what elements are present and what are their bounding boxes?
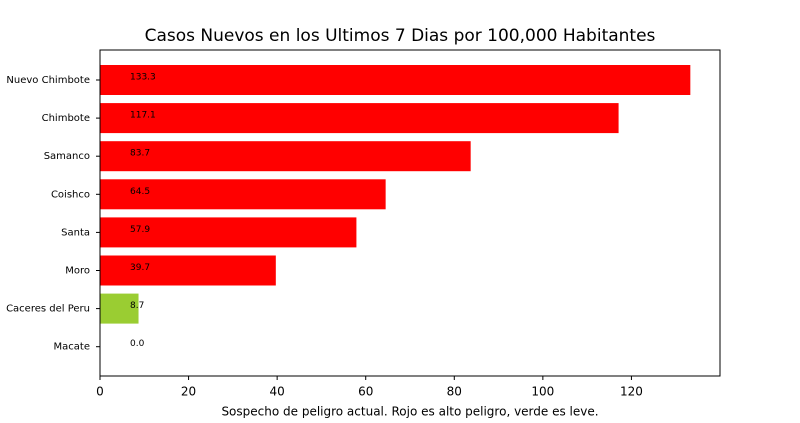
x-tick-label: 120 xyxy=(620,385,643,399)
value-label: 39.7 xyxy=(130,263,150,273)
y-tick-label: Caceres del Peru xyxy=(6,304,90,315)
value-label: 83.7 xyxy=(130,149,150,159)
x-tick-label: 0 xyxy=(96,385,104,399)
x-tick-label: 80 xyxy=(447,385,462,399)
value-label: 117.1 xyxy=(130,111,156,121)
bar xyxy=(100,293,139,324)
bar xyxy=(100,103,619,134)
y-tick-label: Coishco xyxy=(51,189,90,200)
y-tick-label: Nuevo Chimbote xyxy=(6,75,90,86)
bar xyxy=(100,65,691,95)
bar xyxy=(100,141,471,172)
value-label: 8.7 xyxy=(130,301,144,311)
y-tick-label: Macate xyxy=(54,342,90,353)
y-tick-label: Moro xyxy=(65,266,90,277)
bar xyxy=(100,217,357,248)
value-label: 64.5 xyxy=(130,187,150,197)
x-tick-label: 60 xyxy=(358,385,373,399)
value-label: 57.9 xyxy=(130,225,150,235)
x-axis-label: Sospecho de peligro actual. Rojo es alto… xyxy=(221,405,598,419)
y-tick-label: Santa xyxy=(61,227,90,238)
x-tick-label: 100 xyxy=(531,385,554,399)
value-label: 0.0 xyxy=(130,339,145,349)
bar xyxy=(100,179,386,210)
y-tick-label: Chimbote xyxy=(42,113,90,124)
bar xyxy=(100,255,276,286)
x-tick-label: 40 xyxy=(270,385,285,399)
value-label: 133.3 xyxy=(130,73,156,83)
x-tick-label: 20 xyxy=(181,385,196,399)
plot-frame xyxy=(99,49,721,377)
chart-title: Casos Nuevos en los Ultimos 7 Dias por 1… xyxy=(145,26,656,46)
y-tick-label: Samanco xyxy=(44,151,90,162)
